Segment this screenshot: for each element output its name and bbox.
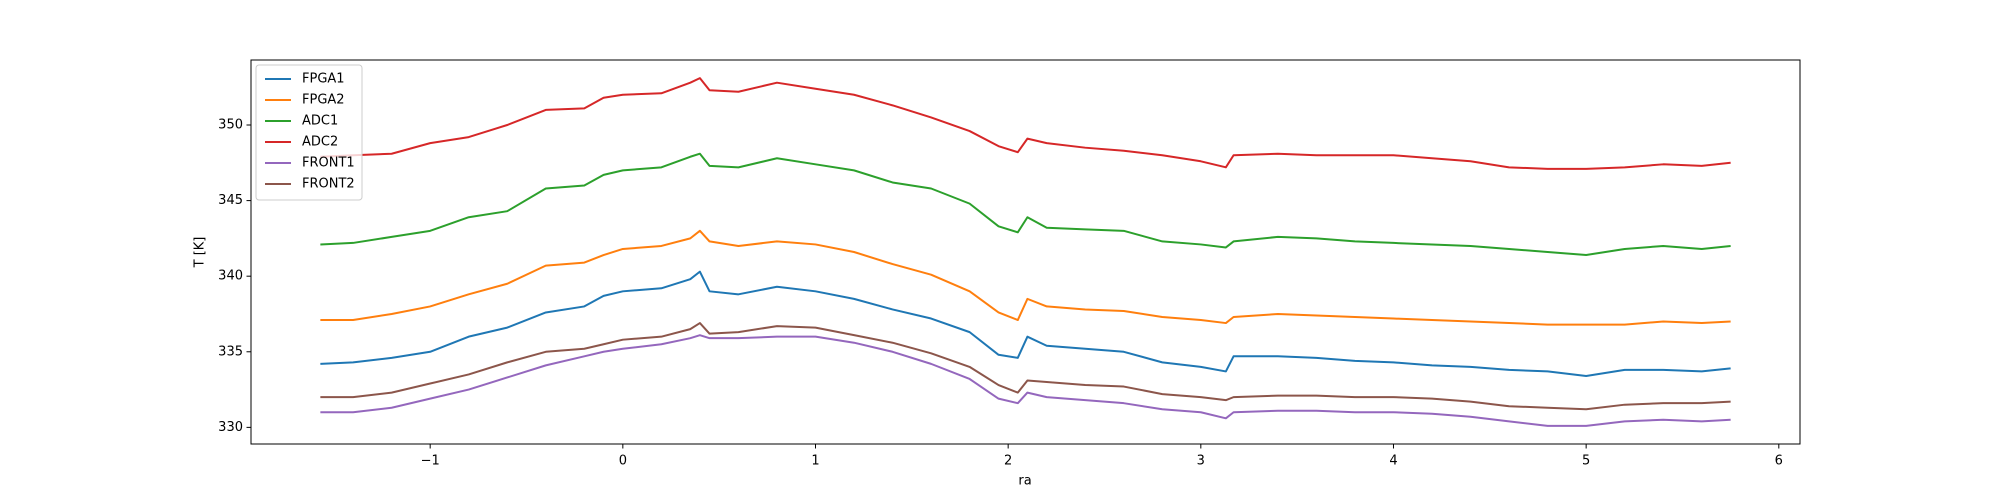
y-tick-label: 345 (218, 193, 243, 208)
legend-label: FPGA1 (302, 72, 345, 87)
x-tick-label: 4 (1389, 454, 1397, 469)
legend-label: ADC2 (302, 135, 338, 150)
legend-label: FRONT2 (302, 177, 355, 192)
y-axis-label: T [K] (193, 237, 208, 269)
legend-label: ADC1 (302, 114, 338, 129)
series-line (320, 229, 1731, 326)
x-tick-label: 2 (1004, 454, 1012, 469)
axes-frame (250, 59, 1801, 445)
x-tick-label: 0 (619, 454, 627, 469)
y-tick-label: 335 (218, 344, 243, 359)
y-tick-label: 350 (218, 118, 243, 133)
x-tick-label: 1 (811, 454, 819, 469)
x-axis-label: ra (1018, 474, 1031, 489)
series-line (320, 77, 1731, 170)
series-line (320, 334, 1731, 427)
x-tick-label: 6 (1775, 454, 1783, 469)
legend-box (255, 64, 363, 201)
legend-label: FPGA2 (302, 93, 345, 108)
y-tick-label: 330 (218, 420, 243, 435)
y-tick-label: 340 (218, 269, 243, 284)
series-line (320, 152, 1731, 257)
x-tick-label: 5 (1582, 454, 1590, 469)
legend-label: FRONT1 (302, 156, 355, 171)
series-line (320, 322, 1731, 411)
x-tick-label: −1 (421, 454, 440, 469)
series-line (320, 270, 1731, 377)
x-tick-label: 3 (1197, 454, 1205, 469)
